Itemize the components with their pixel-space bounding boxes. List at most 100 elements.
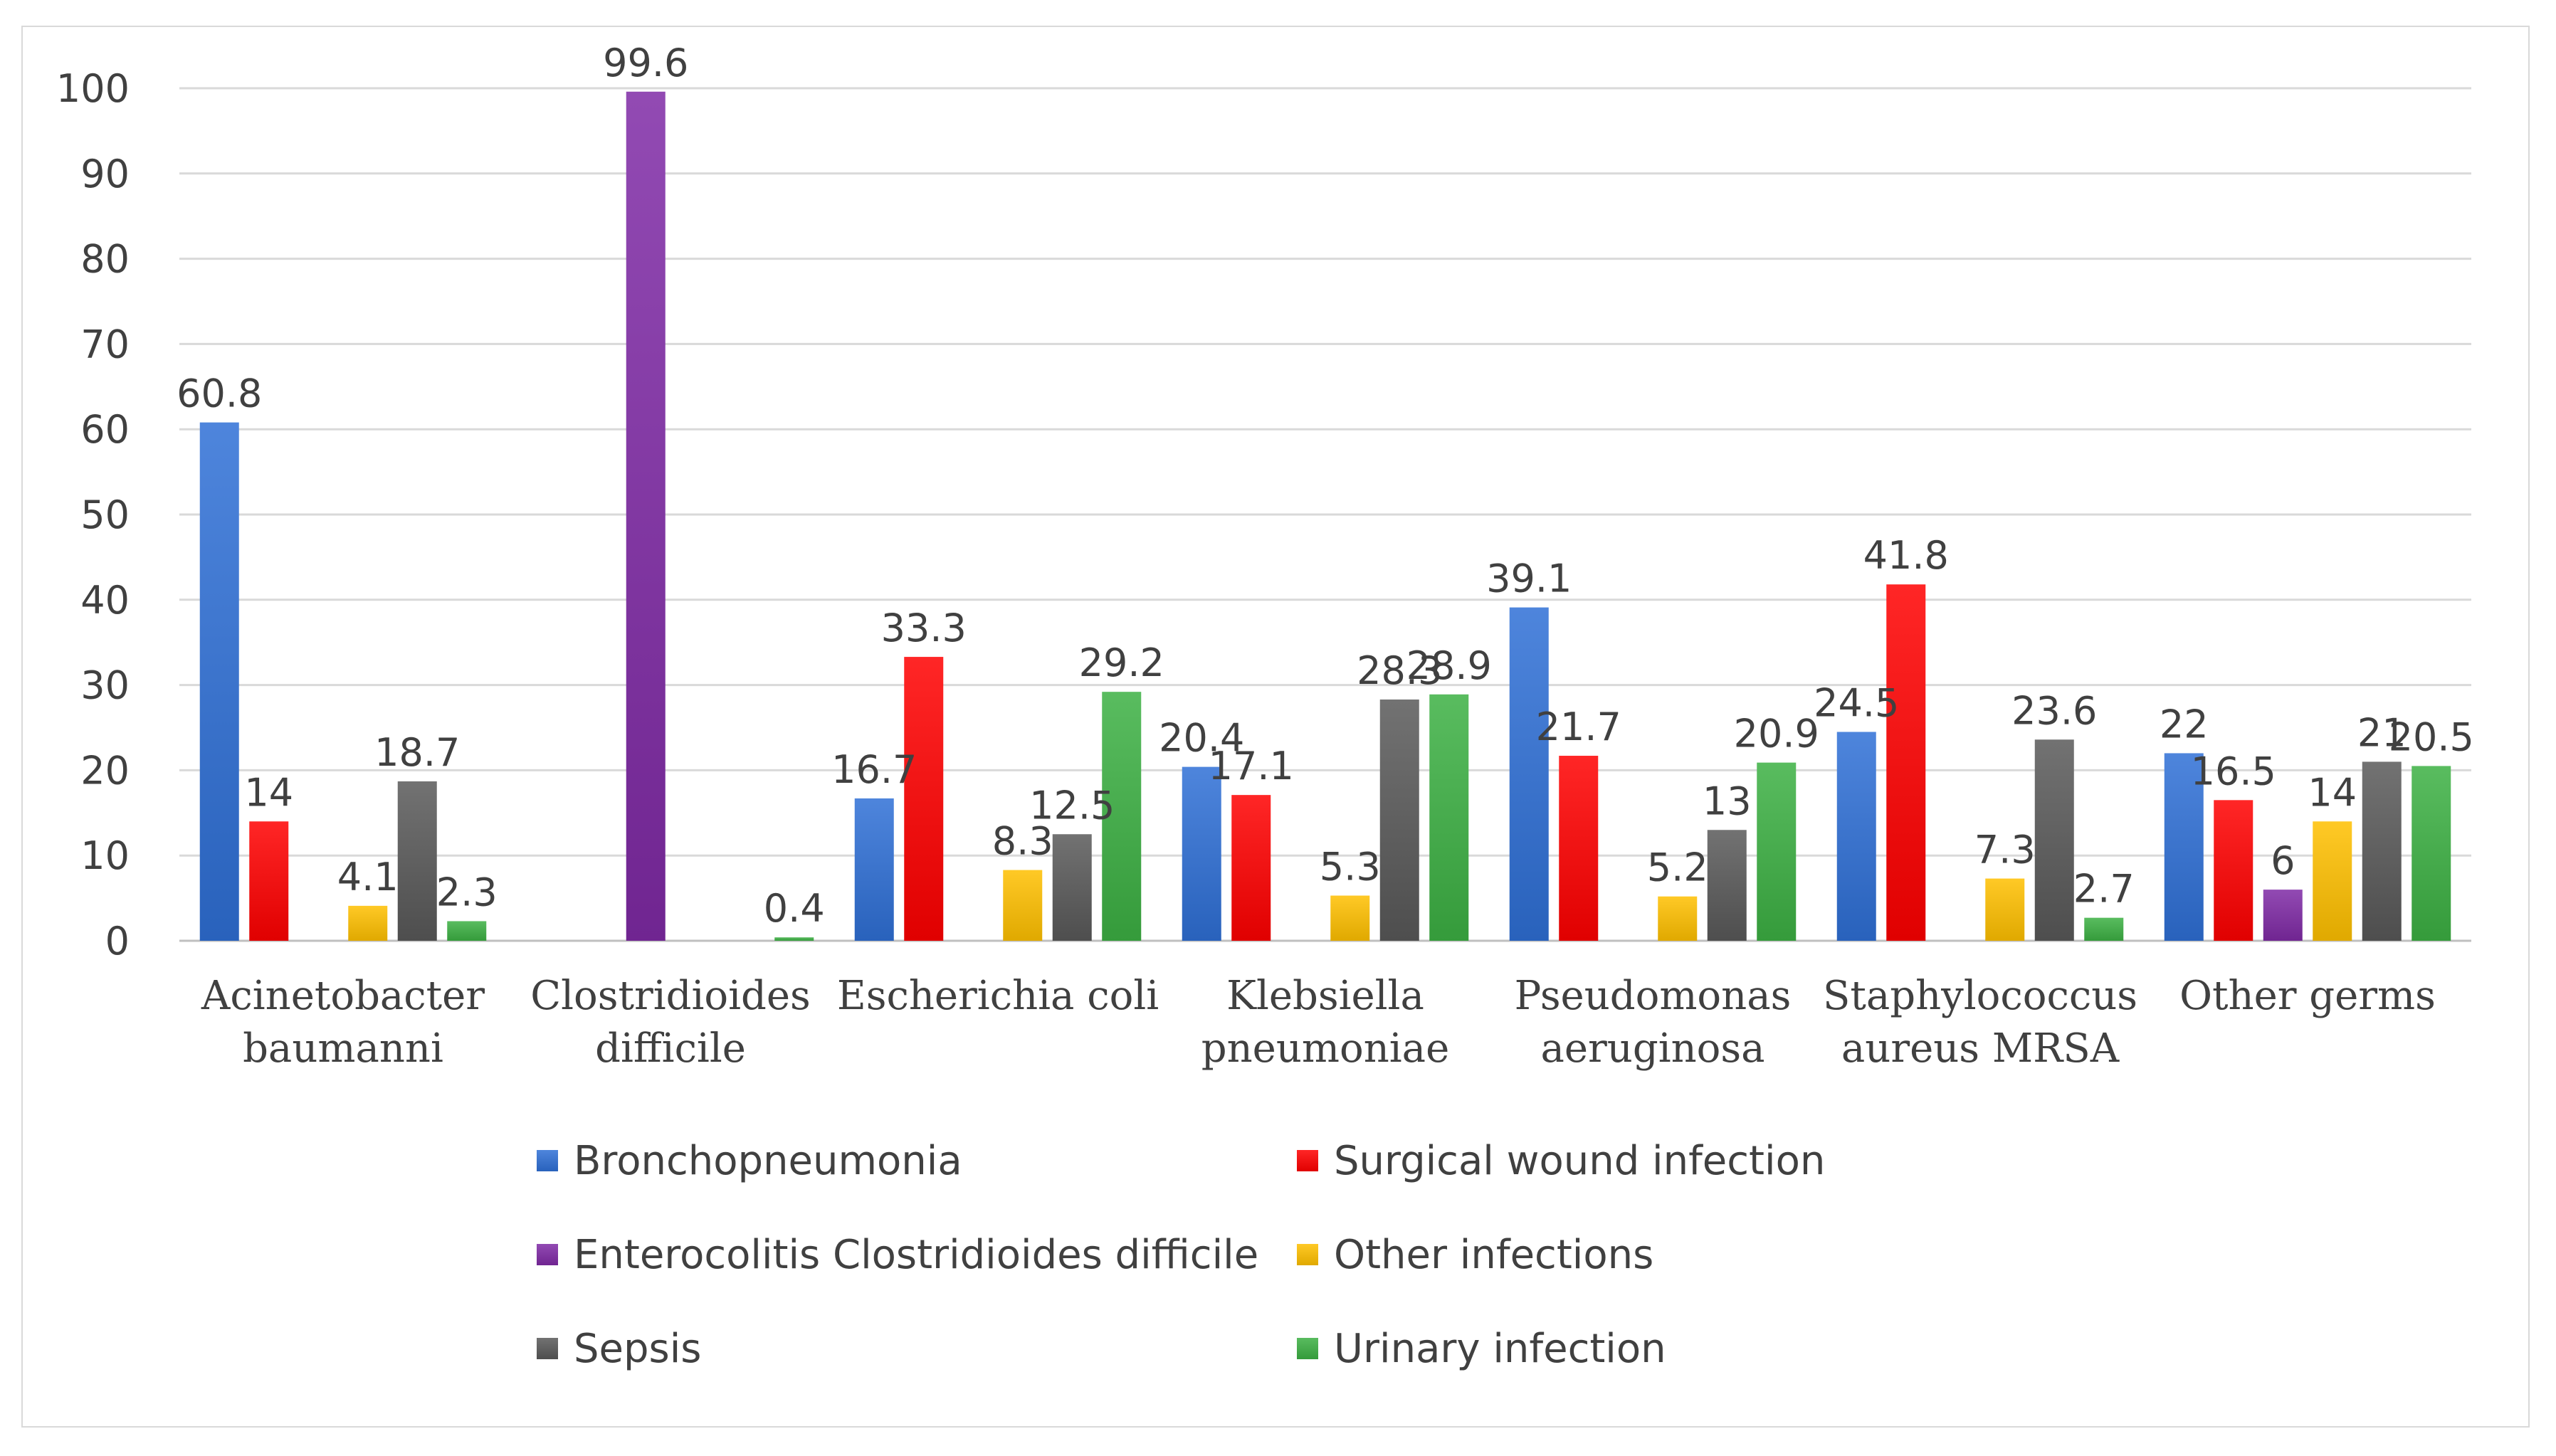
legend-item: Sepsis (537, 1326, 701, 1372)
legend-label: Urinary infection (1334, 1326, 1666, 1372)
category-label: Clostridioides difficile (530, 973, 811, 1072)
bar-chart: 60.8 14 4.1 18.7 2.3 99.6 0.4 16.7 33.3 8.312.5 29… (56, 41, 2474, 1372)
bar-urinary-infection (1102, 692, 1142, 941)
bar-sepsis (1052, 834, 1092, 941)
data-label: 14 (2308, 770, 2357, 815)
legend-swatch (537, 1150, 558, 1171)
data-label: 13 (1703, 779, 1752, 823)
bar-urinary-infection (1429, 694, 1469, 941)
data-label: 22 (2160, 702, 2209, 747)
legend-label: Other infections (1334, 1232, 1653, 1278)
bar-other-infections (1330, 895, 1370, 941)
bar-urinary-infection (2084, 917, 2124, 941)
y-tick-label: 40 (80, 578, 130, 623)
bar-bronchopneumonia (1509, 607, 1549, 941)
data-label: 8.3 (992, 819, 1053, 864)
legend: Bronchopneumonia Surgical wound infection… (537, 1138, 1825, 1372)
data-label: 21 (2357, 710, 2407, 755)
legend-swatch (1297, 1338, 1318, 1359)
legend-label: Bronchopneumonia (574, 1138, 962, 1184)
y-tick-label: 90 (80, 152, 130, 196)
data-label: 60.8 (177, 371, 262, 416)
data-label: 33.3 (881, 606, 967, 650)
data-label: 29.2 (1079, 640, 1164, 685)
bar-urinary-infection (774, 937, 814, 941)
y-tick-label: 0 (105, 919, 130, 964)
bar-surgical-wound-infection (1231, 795, 1271, 941)
chart-frame: 60.8 14 4.1 18.7 2.3 99.6 0.4 16.7 33.3 8.3 12.5 29… (21, 26, 2530, 1428)
y-tick-label: 60 (80, 407, 130, 452)
bar-surgical-wound-infection (2214, 800, 2253, 941)
bar-surgical-wound-infection (249, 821, 289, 941)
data-label: 12.5 (1029, 783, 1115, 828)
y-tick-label: 20 (80, 748, 130, 793)
data-label: 23.6 (2011, 688, 2097, 733)
data-label: 20.5 (2389, 714, 2474, 759)
bar-other-infections (1003, 870, 1043, 941)
data-label: 28.3 (1357, 648, 1442, 693)
bar-urinary-infection (2412, 766, 2451, 941)
data-label: 20.4 (1159, 716, 1244, 761)
legend-label: Surgical wound infection (1334, 1138, 1825, 1184)
category-label: Staphylococcus aureus MRSA (1823, 973, 2137, 1072)
data-label: 24.5 (1814, 680, 1899, 725)
bar-urinary-infection (447, 921, 487, 941)
bar-layer (199, 91, 2451, 941)
bar-sepsis (1379, 699, 1419, 941)
data-label: 39.1 (1486, 556, 1572, 601)
data-label: 5.3 (1320, 845, 1381, 890)
data-label: 20.9 (1734, 712, 1819, 756)
legend-item: Other infections (1297, 1232, 1653, 1278)
legend-swatch (537, 1338, 558, 1359)
category-label: Acinetobacter baumanni (201, 973, 485, 1072)
data-label-layer: 60.8 14 4.1 18.7 2.3 99.6 0.4 16.7 33.3 8.312.5 29… (177, 41, 2474, 931)
legend-label: Sepsis (574, 1326, 701, 1372)
bar-bronchopneumonia (2164, 753, 2204, 941)
y-tick-label: 100 (56, 66, 130, 111)
bar-enterocolitis-clostridioides-difficile (2263, 890, 2303, 941)
legend-swatch (1297, 1150, 1318, 1171)
category-label: Pseudomonas aeruginosa (1515, 973, 1792, 1072)
y-tick-label: 10 (80, 833, 130, 878)
bar-bronchopneumonia (199, 422, 239, 941)
bar-surgical-wound-infection (904, 657, 944, 941)
data-label: 6 (2271, 838, 2295, 883)
bar-other-infections (1985, 878, 2025, 941)
category-label: Escherichia coli (837, 973, 1159, 1019)
data-label: 41.8 (1863, 533, 1949, 578)
legend-item: Urinary infection (1297, 1326, 1666, 1372)
data-label: 2.3 (436, 870, 498, 914)
y-tick-label: 50 (80, 492, 130, 537)
bar-bronchopneumonia (1182, 766, 1221, 941)
data-label: 0.4 (764, 886, 825, 931)
data-label: 2.7 (2073, 867, 2135, 912)
legend-item: Bronchopneumonia (537, 1138, 962, 1184)
data-label: 14 (244, 770, 293, 815)
data-label: 7.3 (1974, 828, 2036, 872)
bar-other-infections (348, 905, 388, 941)
grid-layer (179, 87, 2471, 942)
bar-sepsis (397, 781, 437, 941)
category-label: Other germs (2179, 973, 2436, 1019)
bar-bronchopneumonia (854, 798, 894, 941)
legend-swatch (537, 1244, 558, 1265)
legend-item: Enterocolitis Clostridioides difficile (537, 1232, 1258, 1278)
legend-swatch (1297, 1244, 1318, 1265)
legend-label: Enterocolitis Clostridioides difficile (574, 1232, 1258, 1278)
data-label: 16.5 (2191, 749, 2276, 793)
bar-sepsis (2362, 761, 2402, 941)
y-tick-label: 80 (80, 237, 130, 282)
bar-other-infections (2313, 821, 2352, 941)
category-label: Klebsiella pneumoniae (1201, 973, 1449, 1072)
data-label: 18.7 (374, 730, 460, 775)
bar-bronchopneumonia (1836, 732, 1876, 941)
data-label: 21.7 (1536, 705, 1621, 749)
bar-sepsis (1707, 830, 1747, 941)
data-label: 99.6 (603, 41, 688, 85)
bar-surgical-wound-infection (1886, 584, 1926, 941)
bar-urinary-infection (1757, 762, 1797, 941)
data-label: 4.1 (337, 855, 399, 900)
data-label: 16.7 (831, 747, 917, 792)
y-tick-label: 30 (80, 663, 130, 708)
data-label: 5.2 (1647, 845, 1708, 890)
